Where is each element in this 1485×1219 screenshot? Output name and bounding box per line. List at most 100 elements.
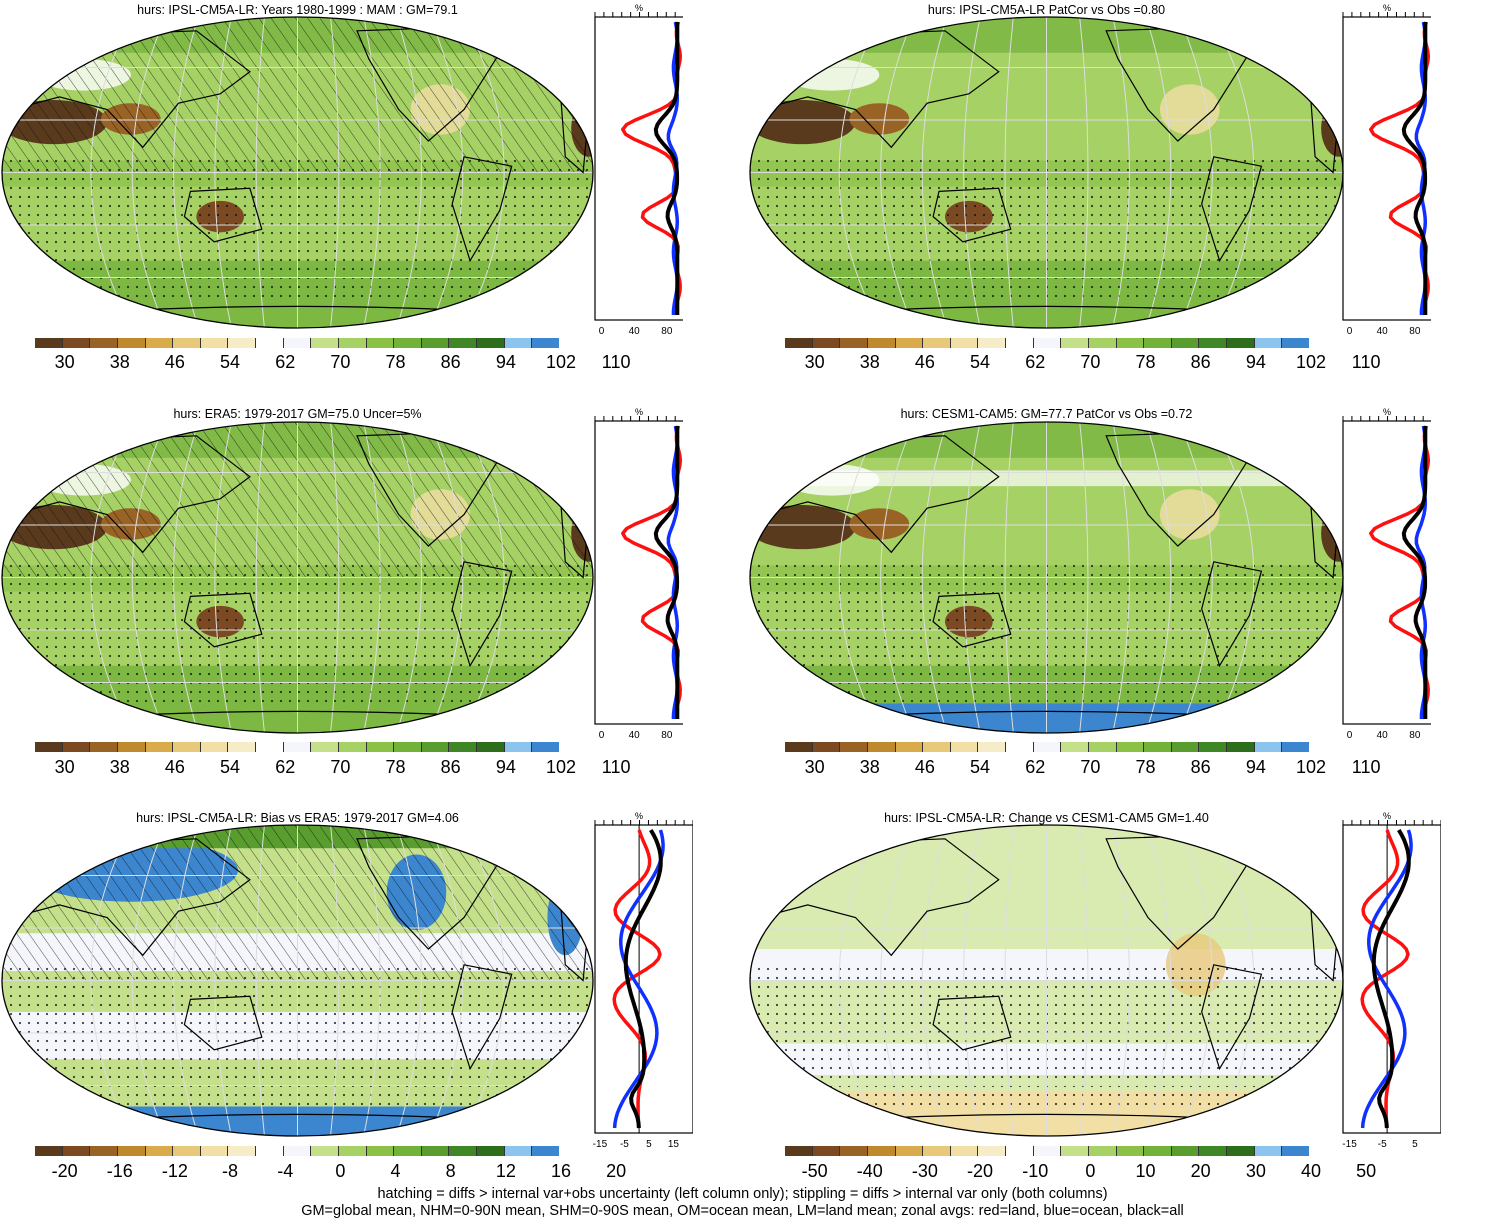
- map-era5: [1, 421, 594, 734]
- colorbar-swatch: [311, 742, 339, 752]
- colorbar-label: 20: [1190, 1161, 1211, 1181]
- colorbar-label: 78: [1135, 757, 1156, 777]
- colorbar-labels: -20 -16 -12 -8 -4 0 4 8 12 16 20: [35, 1161, 627, 1181]
- colorbar-label: 30: [804, 757, 825, 777]
- colorbar-label: 62: [1025, 352, 1046, 372]
- colorbar-swatch: [366, 1146, 395, 1156]
- colorbar-swatch: [117, 338, 146, 348]
- map-cesm: [749, 421, 1344, 734]
- colorbar-swatch: [338, 338, 367, 348]
- colorbar-swatch: [1116, 338, 1145, 348]
- colorbar-swatch: [504, 338, 533, 348]
- colorbar-label: -12: [161, 1161, 188, 1181]
- colorbar-swatch: [228, 742, 256, 752]
- colorbar-label: -20: [51, 1161, 78, 1181]
- colorbar-label: 78: [1135, 352, 1156, 372]
- zonal-xtick: -5: [620, 1139, 629, 1150]
- footer-note-1: hatching = diffs > internal var+obs unce…: [377, 1186, 1108, 1202]
- colorbar-label: 8: [445, 1161, 456, 1181]
- map-bias: [1, 824, 594, 1137]
- colorbar-swatch: [1033, 1146, 1062, 1156]
- colorbar-label: 102: [545, 757, 577, 777]
- map-ipsl-mam: [1, 16, 594, 329]
- zonal-xtick: 80: [661, 326, 673, 337]
- colorbar-label: 16: [550, 1161, 572, 1181]
- colorbar-swatch: [1116, 742, 1145, 752]
- colorbar-swatch: [1171, 742, 1200, 752]
- colorbar-swatch: [145, 742, 174, 752]
- colorbar-swatch: [228, 1146, 256, 1156]
- colorbar-swatch: [840, 1146, 868, 1156]
- colorbar-swatch: [311, 338, 339, 348]
- colorbar-swatch: [895, 1146, 924, 1156]
- colorbar-label: 46: [164, 757, 185, 777]
- zonal-unit: %: [1383, 3, 1391, 13]
- colorbar-swatch: [923, 1146, 951, 1156]
- colorbar-label: 20: [606, 1161, 627, 1181]
- zonal-xtick: 5: [646, 1139, 652, 1150]
- colorbar-swatch: [477, 742, 505, 752]
- colorbar-label: 94: [495, 757, 516, 777]
- map-ipsl-patcor: [749, 16, 1344, 329]
- colorbar-swatch: [200, 1146, 229, 1156]
- colorbar-swatch: [62, 742, 91, 752]
- colorbar-swatch: [145, 338, 174, 348]
- colorbar-swatch: [338, 1146, 367, 1156]
- colorbar-label: 54: [220, 757, 241, 777]
- zonal-mean-cesm: %0408060N30N030S60S: [1342, 407, 1431, 741]
- colorbar-label: 102: [545, 352, 577, 372]
- colorbar-label: 54: [970, 757, 991, 777]
- colorbar-label: 110: [1351, 352, 1381, 372]
- colorbar-swatch: [90, 338, 118, 348]
- zonal-xtick: 80: [661, 730, 673, 741]
- colorbar-abs: [785, 338, 1309, 348]
- colorbar-swatch: [311, 1146, 339, 1156]
- colorbar-swatch: [895, 338, 924, 348]
- colorbar-swatch: [1116, 1146, 1145, 1156]
- colorbar-swatch: [62, 1146, 91, 1156]
- colorbar-label: 30: [804, 352, 825, 372]
- colorbar-swatch: [117, 1146, 146, 1156]
- colorbar-swatch: [867, 1146, 896, 1156]
- zonal-xtick: 80: [1409, 326, 1421, 337]
- colorbar-swatch: [117, 742, 146, 752]
- colorbar-label: 78: [385, 757, 406, 777]
- colorbar-swatch: [173, 338, 201, 348]
- panel-title: hurs: IPSL-CM5A-LR: Bias vs ERA5: 1979-2…: [136, 811, 459, 825]
- zonal-xtick: 40: [1377, 730, 1389, 741]
- colorbar-swatch: [504, 742, 533, 752]
- colorbar-label: 10: [1135, 1161, 1156, 1181]
- colorbar-swatch: [950, 338, 979, 348]
- map-change: [749, 824, 1344, 1137]
- colorbar-label: 94: [495, 352, 516, 372]
- colorbar-swatch: [90, 742, 118, 752]
- zonal-xtick: 40: [629, 326, 641, 337]
- colorbar-swatch: [1088, 338, 1117, 348]
- colorbar-label: 110: [1351, 757, 1381, 777]
- colorbar-swatch: [449, 338, 477, 348]
- colorbar-swatch: [421, 742, 450, 752]
- colorbar-swatch: [449, 742, 477, 752]
- colorbar-swatch: [1282, 742, 1309, 752]
- colorbar-label: 54: [970, 352, 991, 372]
- colorbar-swatch: [173, 1146, 201, 1156]
- zonal-mean-change: %-15-5560N30N030S60S: [1342, 811, 1441, 1150]
- colorbar-swatch: [1171, 1146, 1200, 1156]
- panel-title: hurs: IPSL-CM5A-LR: Change vs CESM1-CAM5…: [884, 811, 1209, 825]
- colorbar-swatch: [895, 742, 924, 752]
- colorbar-change: [785, 1146, 1309, 1156]
- colorbar-label: 86: [1190, 757, 1211, 777]
- colorbar-labels: 30 38 46 54 62 70 78 86 94 102 110: [785, 757, 1381, 777]
- colorbar-label: 110: [601, 352, 631, 372]
- colorbar-label: 94: [1245, 352, 1266, 372]
- colorbar-swatch: [1254, 742, 1283, 752]
- colorbar-swatch: [1006, 742, 1034, 752]
- zonal-unit: %: [1383, 407, 1391, 417]
- colorbar-swatch: [1282, 338, 1309, 348]
- colorbar-swatch: [366, 742, 395, 752]
- colorbar-swatch: [978, 338, 1006, 348]
- zonal-xtick: 0: [1347, 730, 1353, 741]
- colorbar-label: -40: [856, 1161, 883, 1181]
- zonal-unit: %: [635, 3, 643, 13]
- panel-title: hurs: CESM1-CAM5: GM=77.7 PatCor vs Obs …: [900, 407, 1193, 421]
